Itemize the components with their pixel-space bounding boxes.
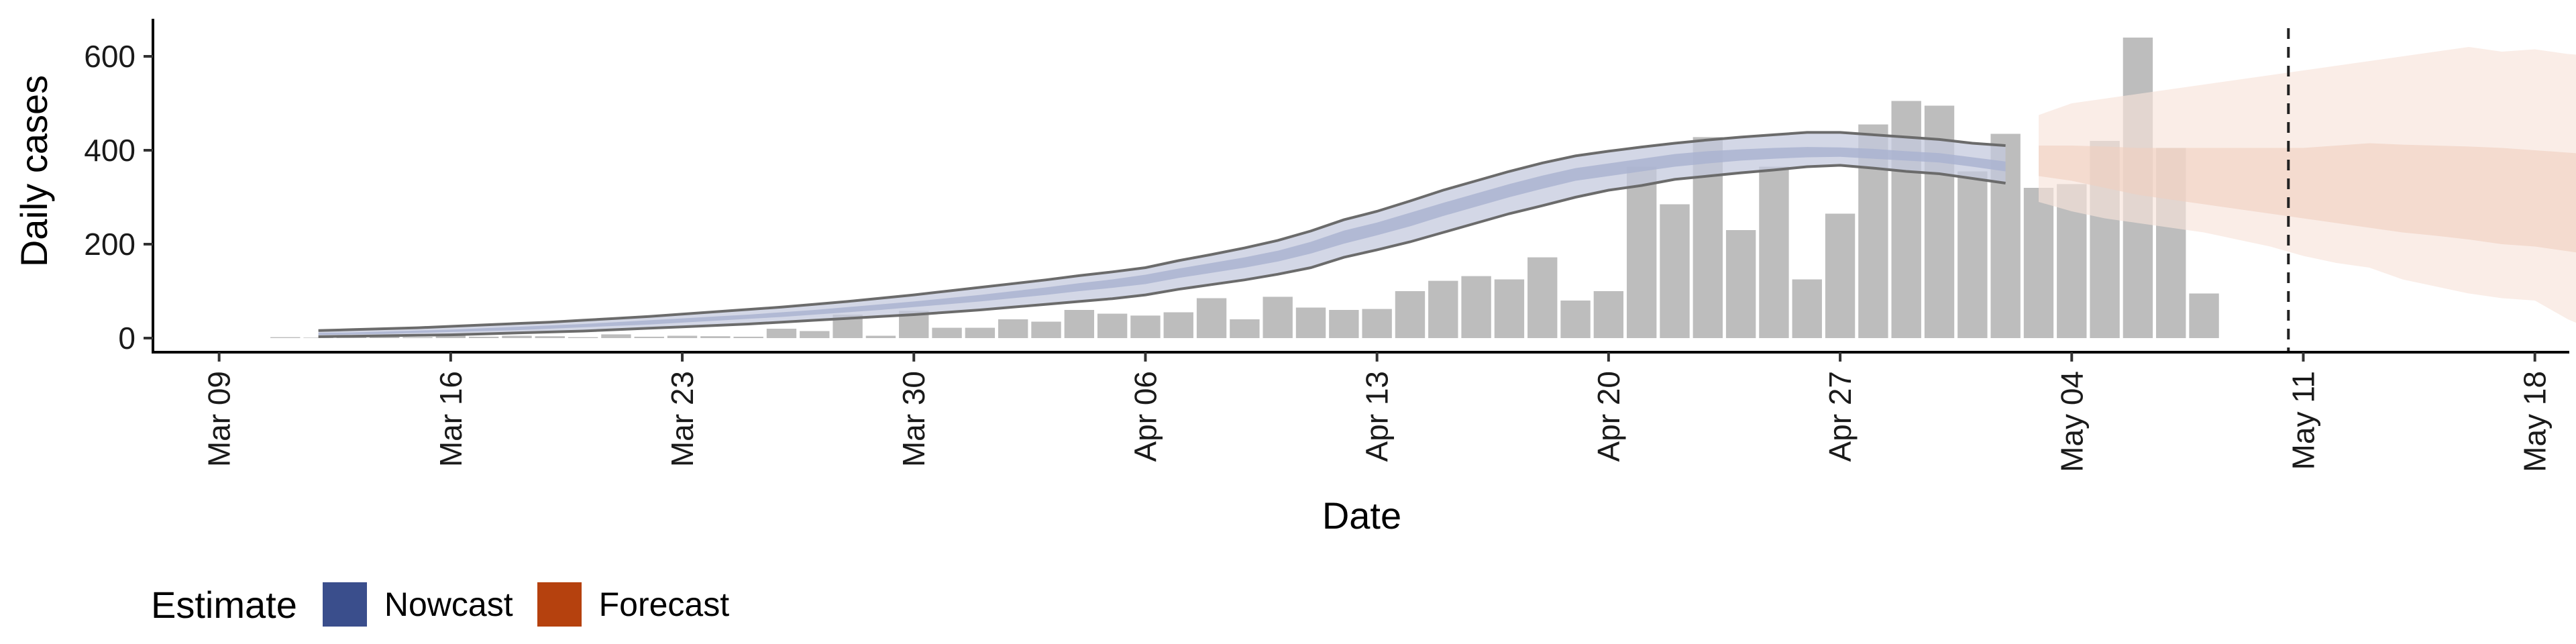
daily-case-bar <box>932 327 962 338</box>
daily-case-bar <box>1560 301 1591 338</box>
y-tick-label: 400 <box>84 133 136 168</box>
daily-case-bar <box>1362 309 1392 338</box>
ticks-layer: 0 200 400 600 Mar 09 Mar 16 Mar 23 Mar 30 Apr 06… <box>84 39 2552 472</box>
x-tick-label: Mar 23 <box>665 371 700 467</box>
y-tick-label: 0 <box>118 321 136 356</box>
x-tick-label: Apr 06 <box>1128 371 1163 462</box>
legend: Estimate Nowcast Forecast <box>151 576 753 633</box>
daily-case-bar <box>1263 297 1293 338</box>
daily-case-bar <box>1792 279 1822 338</box>
daily-case-bar <box>535 336 565 338</box>
daily-case-bar <box>766 329 797 338</box>
legend-title: Estimate <box>151 583 297 626</box>
axes-layer <box>152 19 2569 354</box>
daily-case-bar <box>2189 293 2219 338</box>
daily-case-bar <box>998 319 1028 338</box>
y-tick-label: 600 <box>84 39 136 74</box>
daily-case-bar <box>700 336 731 338</box>
daily-case-bar <box>1957 171 1988 338</box>
daily-case-bar <box>733 336 763 338</box>
daily-case-bar <box>1163 312 1193 338</box>
daily-case-bar <box>2023 188 2054 338</box>
legend-label-forecast: Forecast <box>598 586 730 623</box>
daily-case-bar <box>601 334 631 338</box>
x-tick-label: Apr 13 <box>1360 371 1395 462</box>
y-axis-title: Daily cases <box>13 75 55 267</box>
bands-layer <box>318 47 2576 338</box>
legend-item-nowcast: Nowcast <box>322 582 513 627</box>
forecast-inner-band <box>2039 143 2576 253</box>
daily-case-bar <box>303 337 333 338</box>
x-tick-label: Apr 27 <box>1823 371 1858 462</box>
daily-case-bar <box>1031 321 1061 338</box>
daily-case-bar <box>1395 291 1426 338</box>
nowcast-lower-line <box>318 164 2006 338</box>
daily-case-bar <box>634 336 664 338</box>
daily-case-bar <box>468 336 499 338</box>
x-tick-label: May 04 <box>2054 371 2089 472</box>
daily-case-bar <box>502 335 532 338</box>
daily-case-bar <box>800 331 830 338</box>
daily-case-bar <box>402 337 433 338</box>
daily-case-bar <box>370 336 400 338</box>
legend-label-nowcast: Nowcast <box>384 586 513 623</box>
daily-case-bar <box>1494 279 1525 338</box>
nowcast-upper-line <box>318 131 2006 332</box>
daily-case-bar <box>1527 257 1558 338</box>
x-tick-label: May 18 <box>2518 371 2553 472</box>
daily-case-bar <box>1725 230 1756 338</box>
daily-case-bar <box>1329 310 1359 338</box>
daily-case-bar <box>1295 307 1326 338</box>
x-tick-label: Mar 09 <box>202 371 237 467</box>
nowcast-outer-band <box>318 132 2006 337</box>
daily-case-bar <box>1097 313 1128 338</box>
bars-layer <box>270 38 2219 338</box>
daily-case-bar <box>1196 298 1227 338</box>
x-tick-label: Mar 30 <box>896 371 931 467</box>
daily-case-bar <box>1461 276 1491 338</box>
y-tick-label: 200 <box>84 227 136 262</box>
daily-case-bar <box>435 335 466 338</box>
daily-case-bar <box>865 335 896 338</box>
daily-case-bar <box>1825 213 1856 338</box>
daily-case-bar <box>336 337 367 338</box>
daily-case-bar <box>1660 204 1690 338</box>
daily-case-bar <box>965 327 996 338</box>
daily-case-bar <box>1626 166 1657 338</box>
forecast-swatch <box>537 582 582 627</box>
daily-case-bar <box>1593 291 1624 338</box>
legend-item-forecast: Forecast <box>537 582 730 627</box>
x-tick-label: Apr 20 <box>1591 371 1626 462</box>
daily-case-bar <box>1759 166 1789 338</box>
nowcast-swatch <box>322 582 367 627</box>
x-tick-label: Mar 16 <box>433 371 468 467</box>
daily-case-bar <box>1064 310 1095 338</box>
daily-case-bar <box>1428 280 1458 338</box>
daily-case-bar <box>667 335 698 338</box>
daily-case-bar <box>1130 315 1161 338</box>
x-tick-label: May 11 <box>2286 371 2320 470</box>
x-axis-title: Date <box>1322 494 1401 537</box>
daily-case-bar <box>568 337 598 338</box>
daily-case-bar <box>1230 319 1260 338</box>
daily-case-bar <box>270 337 301 338</box>
